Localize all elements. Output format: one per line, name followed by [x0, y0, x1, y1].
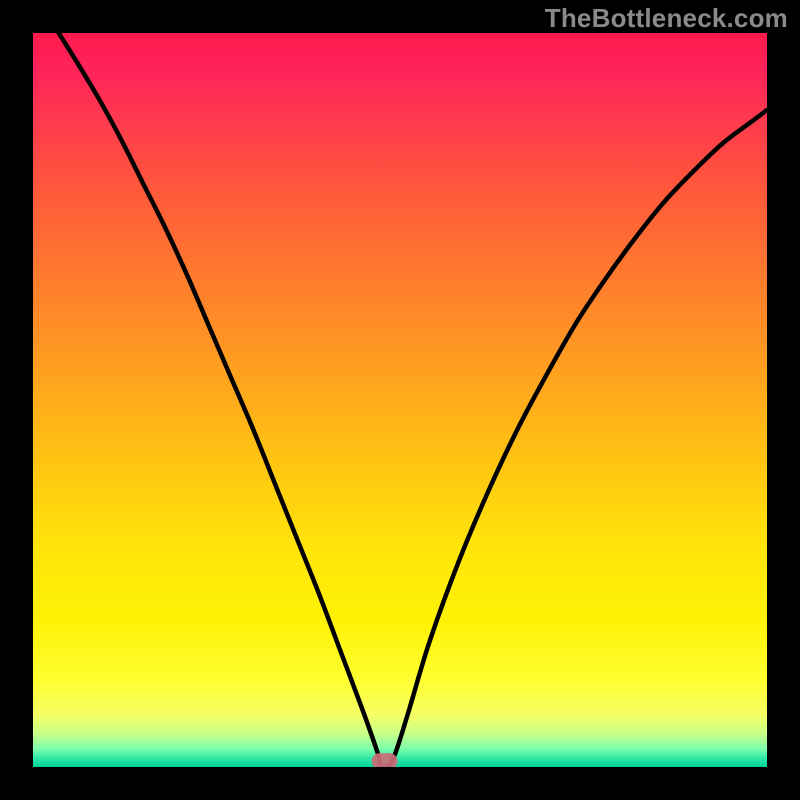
watermark-text: TheBottleneck.com	[545, 3, 788, 34]
plot-background	[33, 33, 767, 767]
chart-stage: TheBottleneck.com	[0, 0, 800, 800]
minimum-marker	[372, 753, 398, 769]
chart-svg	[0, 0, 800, 800]
